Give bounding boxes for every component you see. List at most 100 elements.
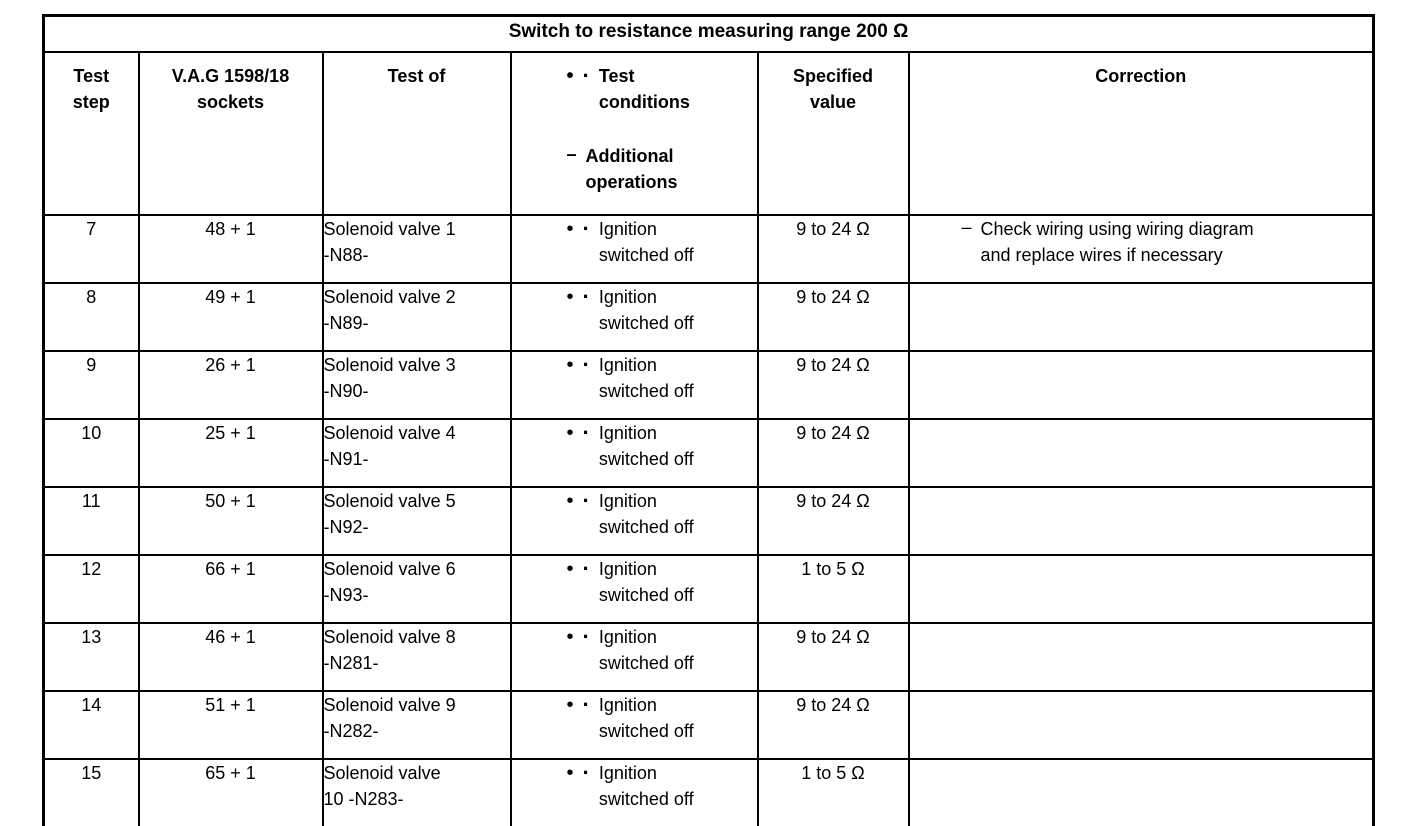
condition-item: • · Ignition switched off (513, 353, 756, 404)
cell-test-conditions: • · Ignition switched off (509, 282, 759, 352)
cell-specified-value: 9 to 24 Ω (756, 690, 910, 760)
bullet-icon: • (566, 626, 574, 648)
header-correction: Correction (907, 51, 1375, 216)
condition-item: • · Ignition switched off (513, 216, 756, 268)
small-bullet-icon: · (582, 216, 590, 241)
cell-test-step: 15 (42, 758, 140, 826)
bullet-icon: • (566, 762, 574, 784)
cell-test-step: 11 (42, 486, 140, 556)
small-bullet-icon: · (582, 284, 590, 309)
cell-sockets: 26 + 1 (137, 350, 324, 420)
cell-test-of: Solenoid valve 9 -N282- (321, 690, 512, 760)
cell-test-conditions: • · Ignition switched off (509, 554, 759, 624)
cell-correction: – Check wiring using wiring diagram and … (907, 214, 1375, 284)
table-header-row: Test step V.A.G 1598/18 sockets Test of … (42, 51, 1375, 216)
cell-test-of: Solenoid valve 1 -N88- (321, 214, 512, 284)
header-sockets: V.A.G 1598/18 sockets (137, 51, 324, 216)
condition-item: • · Ignition switched off (513, 760, 756, 812)
cell-sockets: 48 + 1 (137, 214, 324, 284)
cell-sockets: 25 + 1 (137, 418, 324, 488)
cell-sockets: 49 + 1 (137, 282, 324, 352)
cell-test-of: Solenoid valve 6 -N93- (321, 554, 512, 624)
table-row: 7 48 + 1 Solenoid valve 1 -N88- • · Igni… (42, 214, 1375, 284)
small-bullet-icon: · (582, 760, 590, 785)
bullet-icon: • (566, 422, 574, 444)
cell-test-step: 14 (42, 690, 140, 760)
correction-text: Check wiring using wiring diagram and re… (980, 219, 1254, 265)
cell-sockets: 66 + 1 (137, 554, 324, 624)
condition-text: Ignition switched off (598, 287, 694, 333)
cell-specified-value: 1 to 5 Ω (756, 554, 910, 624)
cell-specified-value: 9 to 24 Ω (756, 486, 910, 556)
header-test-step: Test step (42, 51, 140, 216)
small-bullet-icon: · (582, 488, 590, 513)
table-row: 9 26 + 1 Solenoid valve 3 -N90- • · Igni… (42, 350, 1375, 420)
bullet-icon: • (566, 558, 574, 580)
header-specified-value: Specified value (756, 51, 910, 216)
condition-item: • · Ignition switched off (513, 624, 756, 676)
header-additional-operations-item: – Additional operations (513, 143, 756, 195)
small-bullet-icon: · (582, 692, 590, 717)
bullet-icon: • (566, 65, 574, 87)
cell-test-step: 7 (42, 214, 140, 284)
cell-correction (907, 350, 1375, 420)
condition-item: • · Ignition switched off (513, 420, 756, 472)
header-conditions: • · Test conditions – Additional operati… (509, 51, 759, 216)
cell-test-of: Solenoid valve 5 -N92- (321, 486, 512, 556)
small-bullet-icon: · (582, 556, 590, 581)
cell-test-of: Solenoid valve 2 -N89- (321, 282, 512, 352)
cell-test-conditions: • · Ignition switched off (509, 418, 759, 488)
table-title: Switch to resistance measuring range 200… (42, 14, 1375, 53)
condition-text: Ignition switched off (598, 491, 694, 537)
cell-correction (907, 418, 1375, 488)
cell-test-conditions: • · Ignition switched off (509, 486, 759, 556)
cell-test-of: Solenoid valve 3 -N90- (321, 350, 512, 420)
header-test-of: Test of (321, 51, 512, 216)
cell-correction (907, 282, 1375, 352)
table-row: 13 46 + 1 Solenoid valve 8 -N281- • · Ig… (42, 622, 1375, 692)
cell-specified-value: 9 to 24 Ω (756, 350, 910, 420)
header-sockets-label: V.A.G 1598/18 sockets (171, 66, 290, 112)
cell-test-conditions: • · Ignition switched off (509, 758, 759, 826)
cell-correction (907, 690, 1375, 760)
cell-test-of: Solenoid valve 8 -N281- (321, 622, 512, 692)
cell-sockets: 46 + 1 (137, 622, 324, 692)
condition-text: Ignition switched off (598, 559, 694, 605)
table-row: 8 49 + 1 Solenoid valve 2 -N89- • · Igni… (42, 282, 1375, 352)
small-bullet-icon: · (582, 420, 590, 445)
cell-test-step: 10 (42, 418, 140, 488)
cell-test-step: 13 (42, 622, 140, 692)
header-conditions-item: • · Test conditions (513, 63, 756, 115)
dash-icon: – (961, 217, 972, 237)
cell-test-of: Solenoid valve 10 -N283- (321, 758, 512, 826)
bullet-icon: • (566, 490, 574, 512)
cell-correction (907, 622, 1375, 692)
table-title-row: Switch to resistance measuring range 200… (42, 14, 1375, 53)
table-row: 15 65 + 1 Solenoid valve 10 -N283- • · I… (42, 758, 1375, 826)
header-test-of-label: Test of (387, 66, 446, 86)
cell-specified-value: 9 to 24 Ω (756, 622, 910, 692)
header-additional-operations-label: Additional operations (585, 146, 678, 192)
small-bullet-icon: · (582, 63, 590, 88)
cell-test-conditions: • · Ignition switched off (509, 214, 759, 284)
table-row: 11 50 + 1 Solenoid valve 5 -N92- • · Ign… (42, 486, 1375, 556)
condition-text: Ignition switched off (598, 627, 694, 673)
header-correction-label: Correction (1095, 66, 1187, 86)
cell-test-step: 8 (42, 282, 140, 352)
condition-text: Ignition switched off (598, 219, 694, 265)
table-row: 12 66 + 1 Solenoid valve 6 -N93- • · Ign… (42, 554, 1375, 624)
cell-test-step: 9 (42, 350, 140, 420)
cell-specified-value: 9 to 24 Ω (756, 214, 910, 284)
small-bullet-icon: · (582, 624, 590, 649)
cell-test-conditions: • · Ignition switched off (509, 350, 759, 420)
condition-item: • · Ignition switched off (513, 692, 756, 744)
cell-specified-value: 1 to 5 Ω (756, 758, 910, 826)
condition-item: • · Ignition switched off (513, 488, 756, 540)
cell-sockets: 51 + 1 (137, 690, 324, 760)
dash-icon: – (566, 144, 577, 164)
cell-test-step: 12 (42, 554, 140, 624)
cell-specified-value: 9 to 24 Ω (756, 418, 910, 488)
bullet-icon: • (566, 218, 574, 240)
table-row: 14 51 + 1 Solenoid valve 9 -N282- • · Ig… (42, 690, 1375, 760)
